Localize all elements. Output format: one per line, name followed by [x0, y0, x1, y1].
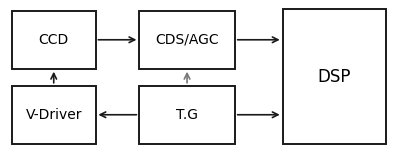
FancyBboxPatch shape: [283, 9, 386, 144]
Text: T.G: T.G: [176, 108, 198, 122]
Text: CCD: CCD: [39, 33, 69, 47]
Text: V-Driver: V-Driver: [25, 108, 82, 122]
Text: DSP: DSP: [318, 67, 351, 86]
FancyBboxPatch shape: [139, 86, 235, 144]
FancyBboxPatch shape: [139, 11, 235, 69]
FancyBboxPatch shape: [12, 11, 96, 69]
Text: CDS/AGC: CDS/AGC: [155, 33, 219, 47]
FancyBboxPatch shape: [12, 86, 96, 144]
